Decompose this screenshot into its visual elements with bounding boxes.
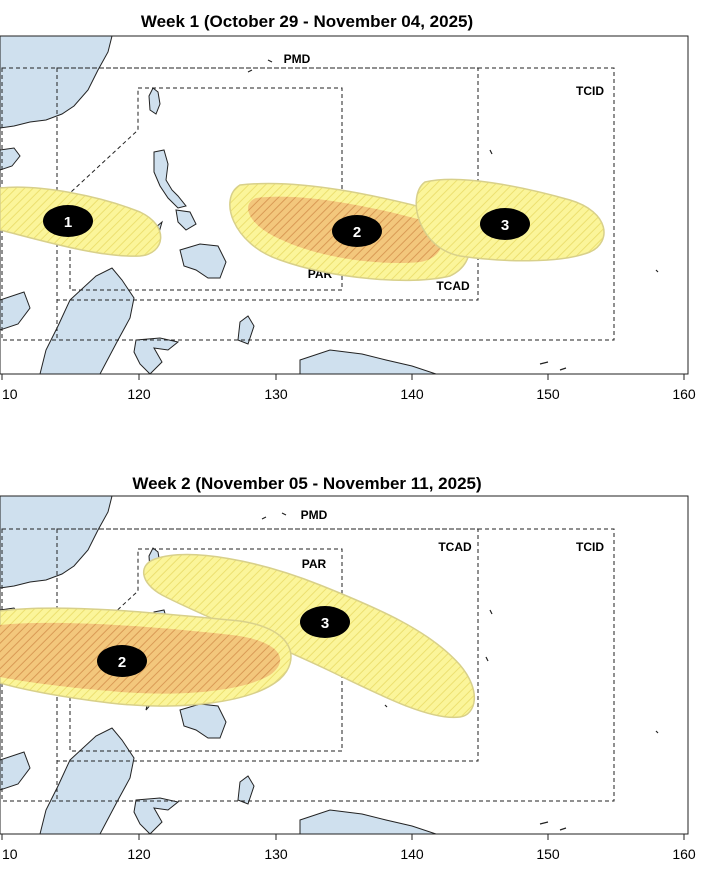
land-malay xyxy=(0,751,31,791)
land-borneo xyxy=(39,727,135,834)
land-mindanao xyxy=(179,243,227,279)
marker-2: 2 xyxy=(97,645,147,677)
land-taiwan xyxy=(148,87,161,115)
x-tick-label: 150 xyxy=(536,846,560,862)
land-luzon xyxy=(153,149,187,209)
x-tick-label: 160 xyxy=(672,846,696,862)
land-mindanao xyxy=(179,703,227,739)
marker-3-number: 3 xyxy=(321,615,329,632)
pmd-label: PMD xyxy=(301,508,328,522)
marker-2: 2 xyxy=(332,215,382,247)
land-islets xyxy=(261,512,659,831)
panel-title: Week 1 (October 29 - November 04, 2025) xyxy=(141,12,473,31)
land-halmahera xyxy=(237,315,255,345)
week-1-map-panel: Week 1 (October 29 - November 04, 2025) xyxy=(0,12,696,402)
map-frame xyxy=(0,35,689,375)
land-halmahera xyxy=(237,775,255,805)
marker-2-number: 2 xyxy=(353,224,361,241)
land-sulawesi xyxy=(133,337,180,374)
x-tick-label: 130 xyxy=(264,386,288,402)
outlook-zones xyxy=(0,553,476,719)
tcid-label: TCID xyxy=(576,540,604,554)
x-tick-label: 120 xyxy=(127,846,151,862)
marker-3-number: 3 xyxy=(501,217,509,234)
marker-1-disk xyxy=(43,205,93,237)
tcad-label: TCAD xyxy=(436,279,470,293)
x-tick-label: 140 xyxy=(400,846,424,862)
par-label: PAR xyxy=(302,557,327,571)
marker-3: 3 xyxy=(480,208,530,240)
marker-1: 1 xyxy=(43,205,93,237)
week-2-map: Week 2 (November 05 - November 11, 2025)… xyxy=(0,474,696,862)
tcad-label: TCAD xyxy=(438,540,472,554)
land-asia-mainland xyxy=(0,36,113,129)
x-tick-label: 10 xyxy=(2,386,18,402)
marker-2-disk xyxy=(332,215,382,247)
x-tick-label: 120 xyxy=(127,386,151,402)
x-tick-label: 140 xyxy=(400,386,424,402)
land-malay xyxy=(0,291,31,331)
x-axis xyxy=(1,374,685,380)
pmd-label: PMD xyxy=(284,52,311,66)
par-box xyxy=(69,87,343,291)
marker-3: 3 xyxy=(300,606,350,638)
x-tick-label: 130 xyxy=(264,846,288,862)
land-borneo xyxy=(39,267,135,374)
map-frame xyxy=(0,495,689,835)
x-tick-label: 150 xyxy=(536,386,560,402)
panel-title: Week 2 (November 05 - November 11, 2025) xyxy=(132,474,481,493)
marker-1-number: 1 xyxy=(64,214,72,231)
zone-3 xyxy=(143,553,476,719)
par-box xyxy=(69,548,343,752)
land-asia-mainland xyxy=(0,496,113,589)
x-tick-label: 160 xyxy=(672,386,696,402)
land-visayas xyxy=(175,209,197,231)
marker-2-disk xyxy=(97,645,147,677)
marker-2-number: 2 xyxy=(118,654,126,671)
land-new-guinea xyxy=(299,809,437,834)
marker-3-disk xyxy=(300,606,350,638)
x-axis xyxy=(1,834,685,840)
marker-3-disk xyxy=(480,208,530,240)
x-tick-label: 10 xyxy=(2,846,18,862)
land-sulawesi xyxy=(133,797,180,834)
week-1-map: Week 1 (October 29 - November 04, 2025) xyxy=(0,12,696,402)
tcid-label: TCID xyxy=(576,84,604,98)
week-2-map-panel: Week 2 (November 05 - November 11, 2025)… xyxy=(0,439,728,878)
land-new-guinea xyxy=(299,349,437,374)
land-asia-coast xyxy=(0,147,21,171)
